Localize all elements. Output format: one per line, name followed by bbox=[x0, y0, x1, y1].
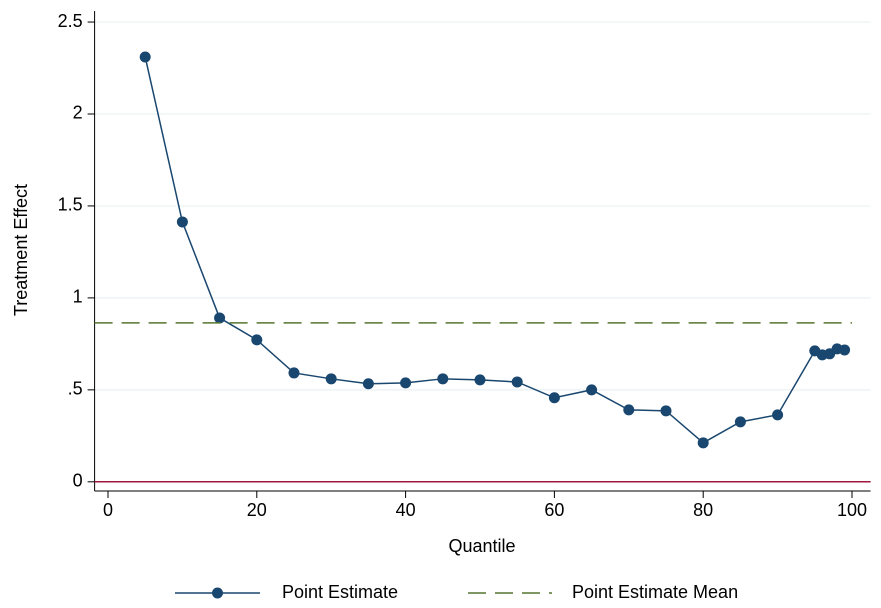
data-point bbox=[251, 334, 263, 346]
legend-label: Point Estimate bbox=[282, 582, 398, 602]
x-tick-label: 0 bbox=[103, 500, 113, 520]
data-point bbox=[214, 312, 226, 324]
x-axis-title: Quantile bbox=[448, 536, 515, 556]
legend-label: Point Estimate Mean bbox=[572, 582, 738, 602]
data-point bbox=[734, 416, 746, 428]
data-point bbox=[548, 392, 560, 404]
y-tick-label: .5 bbox=[68, 379, 83, 399]
x-tick-label: 60 bbox=[544, 500, 564, 520]
y-tick-label: 2 bbox=[73, 103, 83, 123]
data-point bbox=[660, 405, 672, 417]
y-tick-label: 1.5 bbox=[58, 195, 83, 215]
data-point bbox=[474, 374, 486, 386]
data-point bbox=[772, 409, 784, 421]
x-tick-label: 80 bbox=[693, 500, 713, 520]
data-point bbox=[697, 437, 709, 449]
x-tick-label: 100 bbox=[837, 500, 867, 520]
legend-marker bbox=[212, 587, 223, 599]
data-point bbox=[288, 367, 300, 379]
x-tick-label: 20 bbox=[247, 500, 267, 520]
data-point bbox=[362, 378, 374, 390]
data-point bbox=[325, 373, 337, 385]
data-point bbox=[839, 344, 851, 356]
data-point bbox=[176, 216, 188, 228]
x-tick-label: 40 bbox=[396, 500, 416, 520]
data-point bbox=[511, 376, 523, 388]
data-point bbox=[623, 404, 635, 416]
y-tick-label: 2.5 bbox=[58, 11, 83, 31]
y-tick-label: 1 bbox=[73, 287, 83, 307]
data-point bbox=[139, 51, 151, 63]
data-point bbox=[586, 384, 598, 396]
series-line bbox=[144, 56, 845, 444]
y-tick-label: 0 bbox=[73, 471, 83, 491]
data-point bbox=[400, 377, 412, 389]
data-point bbox=[437, 373, 449, 385]
y-axis-title: Treatment Effect bbox=[11, 184, 31, 316]
